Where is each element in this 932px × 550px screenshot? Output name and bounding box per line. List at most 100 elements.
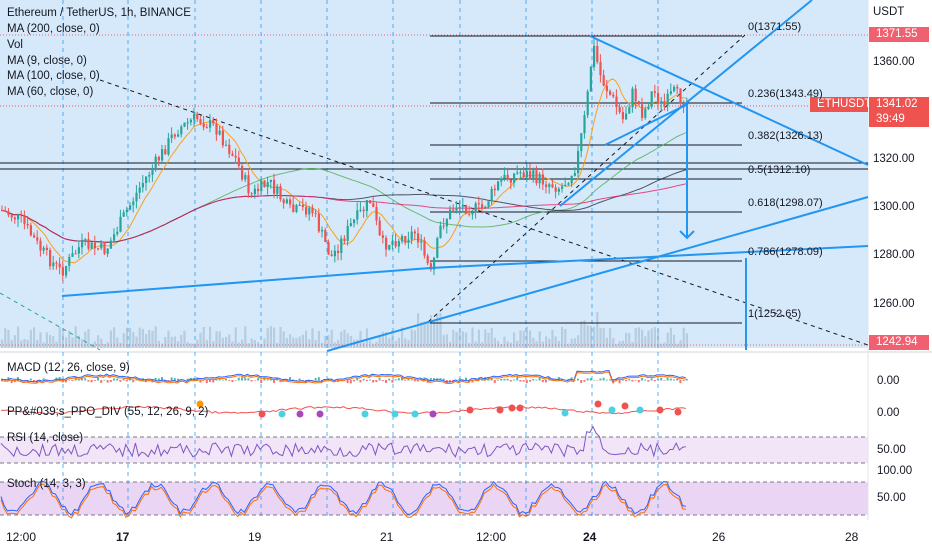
stoch-label[interactable]: Stoch (14, 3, 3) bbox=[7, 478, 86, 490]
volume-bar bbox=[369, 340, 372, 348]
macd-histogram-bar bbox=[525, 380, 528, 384]
ppo-divergence-dot bbox=[608, 406, 616, 414]
candle-body bbox=[676, 86, 679, 89]
candle-body bbox=[481, 204, 484, 209]
volume-bar bbox=[199, 332, 202, 348]
macd-histogram-bar bbox=[458, 378, 461, 381]
volume-bar bbox=[385, 332, 388, 348]
macd-histogram-bar bbox=[532, 379, 535, 381]
legend-ma60[interactable]: MA (60, close, 0) bbox=[7, 86, 94, 98]
candle-body bbox=[413, 231, 416, 234]
moving-averages bbox=[0, 78, 687, 264]
macd-label[interactable]: MACD (12, 26, close, 9) bbox=[7, 362, 130, 374]
volume-bar bbox=[644, 336, 647, 348]
ppo-label[interactable]: PP&#039;s_PPO_DIV (55, 12, 26, 9, 2) bbox=[7, 406, 209, 418]
volume-bar bbox=[647, 330, 650, 348]
candle-body bbox=[541, 174, 544, 185]
macd-histogram-bar bbox=[279, 380, 282, 383]
macd-histogram-bar bbox=[586, 378, 589, 381]
candle-body bbox=[484, 206, 487, 209]
macd-histogram-bar bbox=[634, 380, 637, 381]
volume-bar bbox=[685, 333, 688, 348]
volume-bar bbox=[660, 343, 663, 348]
volume-bar bbox=[87, 329, 90, 348]
volume-bar bbox=[356, 339, 359, 348]
macd-histogram-bar bbox=[369, 379, 371, 381]
candle-body bbox=[452, 209, 455, 211]
candle-body bbox=[145, 176, 148, 183]
volume-bar bbox=[420, 321, 423, 348]
volume-bar bbox=[285, 338, 288, 348]
macd-histogram-bar bbox=[506, 378, 509, 381]
fib-level-0382: 0.382(1326.13) bbox=[748, 130, 823, 142]
volume-bar bbox=[535, 341, 538, 348]
volume-bar bbox=[423, 321, 426, 348]
rsi-label[interactable]: RSI (14, close) bbox=[7, 432, 84, 444]
macd-histogram-bar bbox=[570, 377, 573, 381]
legend-ma200[interactable]: MA (200, close, 0) bbox=[7, 23, 100, 35]
chart-title[interactable]: Ethereum / TetherUS, 1h, BINANCE bbox=[7, 7, 191, 19]
candle-body bbox=[653, 91, 656, 93]
candle-body bbox=[429, 263, 432, 270]
candle-body bbox=[253, 188, 256, 195]
macd-histogram-bar bbox=[164, 380, 167, 383]
volume-bar bbox=[429, 315, 432, 348]
candle-body bbox=[609, 91, 612, 95]
candle-body bbox=[36, 237, 39, 241]
macd-histogram-bar bbox=[583, 380, 586, 382]
volume-bar bbox=[68, 330, 71, 348]
macd-histogram-bar bbox=[401, 377, 403, 381]
stoch-k-line bbox=[0, 480, 686, 516]
legend-ma100[interactable]: MA (100, close, 0) bbox=[7, 70, 100, 82]
macd-histogram-bar bbox=[295, 380, 298, 381]
candle-body bbox=[650, 91, 653, 107]
low-price-tag: 1242.94 bbox=[869, 335, 929, 350]
volume-bar bbox=[311, 328, 314, 348]
fib-level-0786: 0.786(1278.09) bbox=[748, 246, 823, 258]
volume-bar bbox=[586, 325, 589, 348]
volume-bar bbox=[375, 341, 378, 348]
candle-body bbox=[61, 267, 64, 276]
macd-histogram-bar bbox=[449, 380, 451, 382]
macd-histogram-bar bbox=[209, 380, 211, 383]
macd-histogram-bar bbox=[247, 378, 250, 381]
candle-body bbox=[458, 206, 461, 209]
ppo-divergence-dot bbox=[258, 410, 266, 418]
time-label: 26 bbox=[712, 530, 726, 544]
candle-body bbox=[157, 156, 160, 161]
legend-vol[interactable]: Vol bbox=[7, 39, 23, 51]
candle-body bbox=[340, 238, 343, 253]
candle-body bbox=[193, 113, 196, 120]
macd-histogram-bar bbox=[417, 380, 419, 382]
macd-histogram-bar bbox=[490, 378, 493, 381]
macd-histogram-bar bbox=[605, 379, 608, 381]
candle-body bbox=[561, 186, 564, 189]
volume-bar bbox=[378, 335, 381, 348]
volume-bar bbox=[122, 333, 125, 348]
volume-bar bbox=[465, 332, 468, 348]
candle-body bbox=[84, 239, 87, 241]
volume-bar bbox=[682, 327, 685, 348]
candle-body bbox=[503, 174, 506, 179]
macd-histogram-bar bbox=[433, 378, 435, 381]
candle-body bbox=[349, 223, 352, 226]
macd-histogram-bar bbox=[580, 380, 583, 383]
candle-body bbox=[247, 175, 250, 194]
volume-bar bbox=[250, 338, 253, 348]
candle-body bbox=[535, 170, 538, 184]
candle-body bbox=[295, 205, 298, 212]
candle-body bbox=[106, 248, 109, 254]
candle-body bbox=[602, 75, 605, 86]
volume-bar bbox=[503, 336, 506, 348]
volume-bar bbox=[641, 329, 644, 348]
macd-histogram-bar bbox=[397, 378, 400, 381]
candle-body bbox=[509, 179, 512, 183]
volume-bar bbox=[7, 329, 10, 348]
volume-bar bbox=[599, 327, 602, 348]
volume-bar bbox=[45, 332, 48, 348]
macd-histogram-bar bbox=[596, 380, 599, 381]
volume-bar bbox=[634, 328, 637, 348]
candle-body bbox=[522, 172, 525, 178]
legend-ma9[interactable]: MA (9, close, 0) bbox=[7, 55, 87, 67]
